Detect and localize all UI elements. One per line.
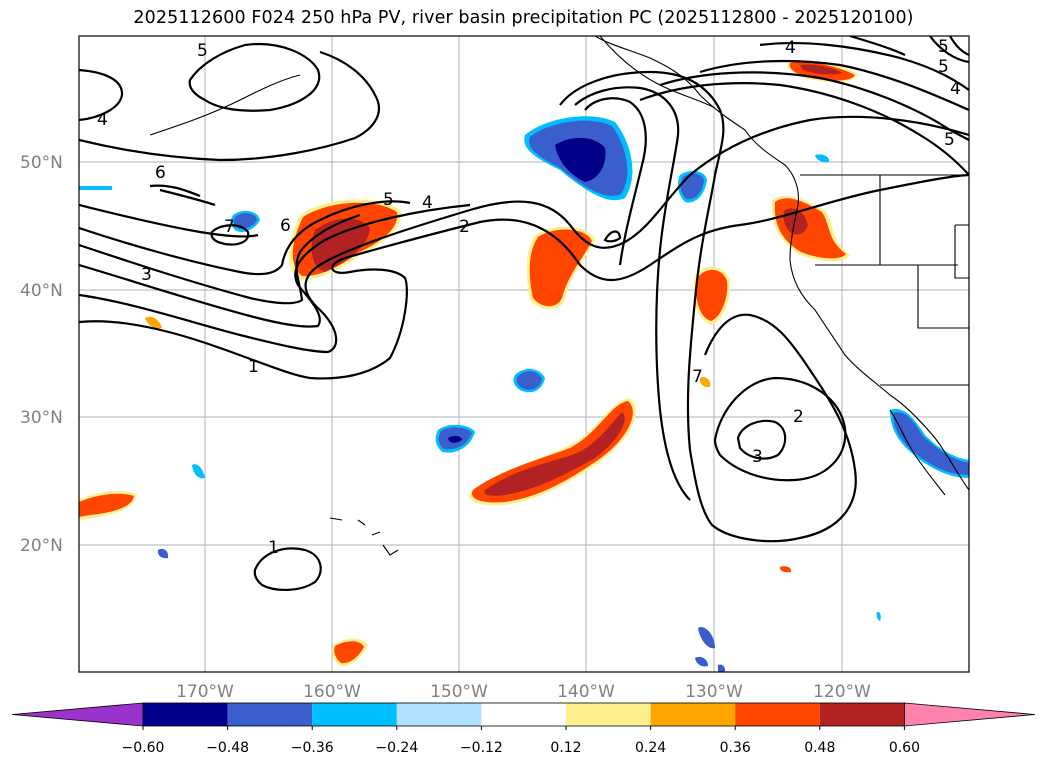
lat-label: 20°N: [20, 536, 63, 556]
contour-label: 5: [938, 37, 949, 57]
colorbar-outline: [142, 702, 905, 727]
contour-label: 7: [692, 367, 703, 387]
latitude-axis: 50°N 40°N 30°N 20°N: [20, 153, 63, 556]
colorbar-swatch: [650, 703, 736, 726]
colorbar-tick-label: −0.60: [122, 740, 165, 756]
contour-label: 5: [197, 41, 208, 61]
colorbar-tick-label: −0.24: [375, 740, 418, 756]
contour-label: 4: [97, 110, 108, 130]
contour-labels: 5 4 6 7 6 5 4 2 3 1 1 7 2 3 4 5 6 5 4 5: [97, 37, 961, 558]
colorbar-swatch: [312, 703, 397, 726]
colorbar-extend-low: [11, 702, 144, 727]
plot-frame: [78, 35, 970, 673]
plot-area: [79, 36, 969, 672]
lat-label: 40°N: [20, 281, 63, 301]
colorbar-tick-label: 0.12: [550, 740, 581, 756]
contour-label: 5: [938, 57, 949, 77]
colorbar-swatch: [227, 703, 313, 726]
colorbar-swatch: [481, 703, 566, 726]
colorbar-tick-label: −0.12: [460, 740, 503, 756]
contour-label: 4: [785, 38, 796, 58]
contour-label: 4: [950, 79, 961, 99]
map-title: 2025112600 F024 250 hPa PV, river basin …: [133, 8, 914, 28]
colorbar-swatch: [566, 703, 651, 726]
colorbar-tick-label: −0.36: [291, 740, 334, 756]
longitude-axis: 170°W 160°W 150°W 140°W 130°W 120°W: [176, 682, 871, 702]
lon-label: 140°W: [557, 682, 615, 702]
contour-label: 3: [141, 265, 152, 285]
contour-label: 2: [459, 217, 470, 237]
lon-label: 120°W: [813, 682, 871, 702]
colorbar-swatch: [735, 703, 820, 726]
contour-label: 5: [944, 130, 955, 150]
contour-label: 1: [248, 357, 259, 377]
coastlines: [149, 36, 969, 556]
contour-label: 4: [422, 193, 433, 213]
colorbar: −0.60 −0.48 −0.36 −0.24 −0.12 0.12 0.24 0.36 0.4…: [11, 702, 1036, 756]
contour-label: 6: [155, 163, 166, 183]
colorbar-swatch: [143, 703, 228, 726]
lon-label: 130°W: [685, 682, 743, 702]
contour-label: 5: [383, 190, 394, 210]
contour-label: 3: [752, 447, 763, 467]
contour-label: 2: [793, 407, 804, 427]
lat-label: 30°N: [20, 408, 63, 428]
contour-label: 7: [224, 217, 235, 237]
colorbar-tick-label: 0.48: [804, 740, 835, 756]
colorbar-swatch: [819, 703, 905, 726]
colorbar-tick-label: −0.48: [206, 740, 249, 756]
colorbar-tick-label: 0.36: [720, 740, 751, 756]
contour-label: 1: [268, 538, 279, 558]
lat-label: 50°N: [20, 153, 63, 173]
lon-label: 170°W: [176, 682, 234, 702]
lon-label: 160°W: [303, 682, 361, 702]
colorbar-extend-high: [904, 702, 1036, 727]
pv-contours: [79, 36, 969, 591]
gridlines: [79, 36, 969, 672]
colorbar-tick-label: 0.24: [635, 740, 666, 756]
lon-label: 150°W: [430, 682, 488, 702]
colorbar-tick-label: 0.60: [889, 740, 920, 756]
contour-label: 6: [280, 216, 291, 236]
colorbar-swatch: [396, 703, 482, 726]
